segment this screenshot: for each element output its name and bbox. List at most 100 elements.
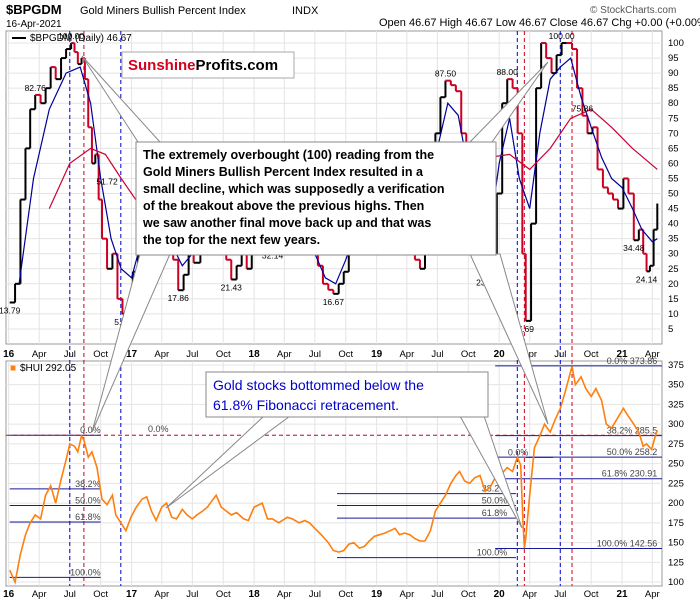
top-y-tick-label: 35 bbox=[668, 234, 679, 245]
top-legend: $BPGDM (Daily) 46.67 bbox=[30, 33, 132, 44]
fib-level-label: 61.8% bbox=[482, 508, 508, 518]
fib-level-label: 61.8% 230.91 bbox=[602, 469, 658, 479]
bottom-y-tick-label: 300 bbox=[668, 419, 684, 430]
bpgdm-data-label: 82.76 bbox=[25, 83, 47, 93]
bottom-y-tick-label: 100 bbox=[668, 577, 684, 588]
fib-level-label: 61.8% bbox=[75, 512, 101, 522]
bottom-x-tick-label: Jul bbox=[554, 589, 566, 600]
bottom-legend-swatch: ■ bbox=[10, 363, 16, 374]
bpgdm-data-label: 7.69 bbox=[517, 324, 534, 334]
bottom-x-tick-label: 19 bbox=[371, 589, 383, 600]
top-y-tick-label: 5 bbox=[668, 324, 673, 335]
bottom-x-tick-label: 17 bbox=[126, 589, 138, 600]
bottom-x-tick-label: Jul bbox=[64, 589, 76, 600]
bpgdm-data-label: 87.50 bbox=[435, 69, 457, 79]
bottom-x-tick-label: Oct bbox=[338, 589, 353, 600]
top-y-tick-label: 70 bbox=[668, 128, 679, 139]
bpgdm-data-label: 51.72 bbox=[96, 176, 118, 186]
fib-level-label: 100.0% bbox=[477, 548, 508, 558]
bottom-x-tick-label: Apr bbox=[645, 589, 660, 600]
bottom-y-tick-label: 275 bbox=[668, 439, 684, 450]
bottom-callout-text: Gold stocks bottommed below the 61.8% Fi… bbox=[213, 377, 428, 413]
top-y-tick-label: 10 bbox=[668, 309, 679, 320]
top-x-tick-label: 16 bbox=[3, 349, 15, 360]
top-y-tick-label: 80 bbox=[668, 98, 679, 109]
fib-level-label: 38.2% 285.5 bbox=[607, 426, 658, 436]
fib-level-label: 0.0% bbox=[80, 425, 101, 435]
bottom-x-tick-label: Jul bbox=[186, 589, 198, 600]
top-y-tick-label: 95 bbox=[668, 53, 679, 64]
top-y-tick-label: 75 bbox=[668, 113, 679, 124]
bottom-x-tick-label: Apr bbox=[277, 589, 292, 600]
index-name: Gold Miners Bullish Percent Index bbox=[80, 5, 246, 17]
bpgdm-data-label: 13.79 bbox=[0, 305, 21, 315]
bottom-y-tick-label: 375 bbox=[668, 360, 684, 371]
top-x-tick-label: 18 bbox=[249, 349, 261, 360]
top-x-tick-label: Jul bbox=[554, 349, 566, 360]
bottom-x-tick-label: 20 bbox=[494, 589, 506, 600]
bpgdm-data-label: 88.00 bbox=[497, 67, 519, 77]
top-y-tick-label: 45 bbox=[668, 204, 679, 215]
bottom-x-tick-label: 16 bbox=[3, 589, 15, 600]
bottom-x-tick-label: Apr bbox=[154, 589, 169, 600]
top-y-tick-label: 55 bbox=[668, 173, 679, 184]
bottom-y-tick-label: 175 bbox=[668, 518, 684, 529]
top-x-tick-label: Oct bbox=[93, 349, 108, 360]
bottom-x-tick-label: Jul bbox=[431, 589, 443, 600]
bottom-x-tick-label: Apr bbox=[522, 589, 537, 600]
fibonacci-lines: 0.0%38.2%50.0%61.8%100.0%38.2%50.0%61.8%… bbox=[6, 356, 662, 578]
stockcharts-credit: © StockCharts.com bbox=[590, 5, 676, 16]
top-x-tick-label: Oct bbox=[338, 349, 353, 360]
bpgdm-data-label: 100.00 bbox=[549, 31, 575, 41]
bpgdm-data-label: 17.86 bbox=[168, 293, 190, 303]
fib-level-label: 38.2% bbox=[482, 484, 508, 494]
top-x-tick-label: Oct bbox=[461, 349, 476, 360]
fib-level-label: 50.0% bbox=[75, 495, 101, 505]
top-callout-text: The extremely overbought (100) reading f… bbox=[142, 148, 448, 247]
top-x-tick-label: Jul bbox=[309, 349, 321, 360]
bottom-x-tick-label: Apr bbox=[399, 589, 414, 600]
top-y-tick-label: 15 bbox=[668, 294, 679, 305]
zero-level-label: 0.0% bbox=[148, 424, 169, 434]
fib-level-label: 100.0% bbox=[70, 567, 101, 577]
top-x-tick-label: Jul bbox=[431, 349, 443, 360]
exchange-name: INDX bbox=[292, 5, 319, 17]
fib-level-label: 0.0% 373.86 bbox=[607, 356, 658, 366]
top-y-tick-label: 50 bbox=[668, 189, 679, 200]
top-x-tick-label: Oct bbox=[216, 349, 231, 360]
hui-line bbox=[8, 366, 659, 585]
top-y-tick-label: 25 bbox=[668, 264, 679, 275]
bpgdm-data-label: 16.67 bbox=[323, 297, 345, 307]
bottom-x-tick-label: Apr bbox=[32, 589, 47, 600]
data-labels: 13.7982.76100.0051.725.1417.8621.4332.14… bbox=[0, 31, 657, 334]
quote-line: Open 46.67 High 46.67 Low 46.67 Close 46… bbox=[379, 17, 700, 29]
top-callout-box bbox=[135, 141, 497, 256]
bottom-legend: $HUI 292.05 bbox=[20, 363, 77, 374]
fib-level-label: 38.2% bbox=[75, 479, 101, 489]
bottom-x-tick-label: 21 bbox=[616, 589, 628, 600]
bottom-x-tick-label: Oct bbox=[216, 589, 231, 600]
axis-ticks: 5 10 15 20 25 30 35 40 45 50 55 60 65 70 75 80 85 90 95 100… bbox=[3, 38, 684, 600]
chart-date: 16-Apr-2021 bbox=[6, 19, 62, 30]
top-y-tick-label: 90 bbox=[668, 68, 679, 79]
top-x-tick-label: 20 bbox=[494, 349, 506, 360]
top-y-tick-label: 65 bbox=[668, 143, 679, 154]
fib-level-label: 50.0% bbox=[482, 495, 508, 505]
bottom-x-tick-label: Oct bbox=[93, 589, 108, 600]
top-x-tick-label: 19 bbox=[371, 349, 383, 360]
top-x-tick-label: Apr bbox=[645, 349, 660, 360]
logo: SunshineProfits.com bbox=[128, 57, 278, 74]
bottom-y-tick-label: 225 bbox=[668, 478, 684, 489]
bpgdm-data-label: 24.14 bbox=[636, 274, 658, 284]
top-y-tick-label: 60 bbox=[668, 158, 679, 169]
top-x-tick-label: Apr bbox=[154, 349, 169, 360]
fib-level-label: 0.0% bbox=[508, 447, 529, 457]
top-x-tick-label: 21 bbox=[616, 349, 628, 360]
bottom-callout-box bbox=[205, 371, 489, 418]
top-x-tick-label: 17 bbox=[126, 349, 138, 360]
top-y-tick-label: 100 bbox=[668, 38, 684, 49]
bpgdm-data-label: 100.00 bbox=[58, 31, 84, 41]
bottom-y-tick-label: 250 bbox=[668, 459, 684, 470]
bottom-x-tick-label: 18 bbox=[249, 589, 261, 600]
